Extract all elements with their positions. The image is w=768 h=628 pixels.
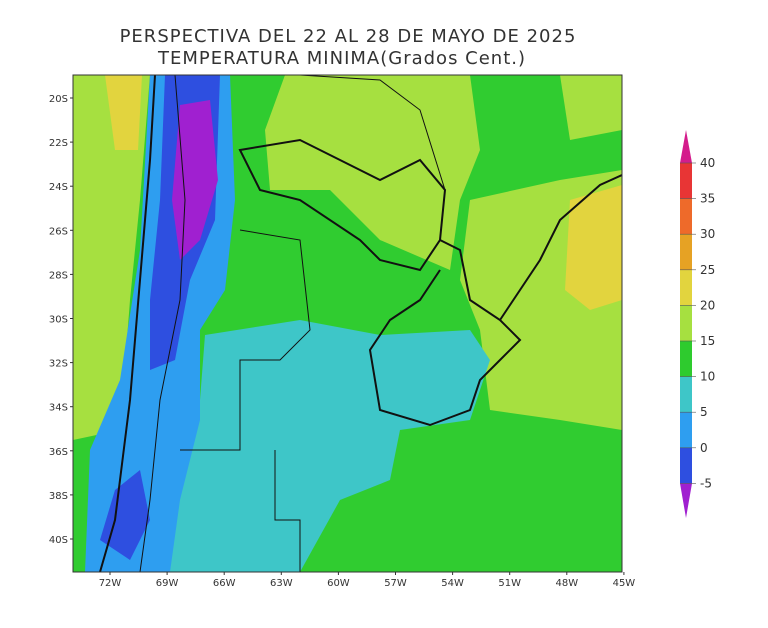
lat-label: 38S: [49, 491, 68, 502]
colorbar-segment: [680, 130, 692, 163]
colorbar-segment: [680, 269, 692, 306]
map-frame: [72, 74, 623, 573]
lat-label: 26S: [49, 226, 68, 237]
colorbar-segment: [680, 412, 692, 448]
lat-label: 36S: [49, 447, 68, 458]
colorbar-segment: [680, 305, 692, 341]
colorbar-label: 15: [700, 334, 715, 348]
lon-label: 45W: [613, 578, 636, 589]
lat-label: 40S: [49, 535, 68, 546]
lon-label: 63W: [270, 578, 293, 589]
temperature-field: [73, 75, 622, 572]
lon-label: 69W: [156, 578, 179, 589]
colorbar-label: 25: [700, 263, 715, 277]
lat-label: 34S: [49, 403, 68, 414]
lat-label: 28S: [49, 270, 68, 281]
lon-label: 57W: [384, 578, 407, 589]
colorbar-label: 20: [700, 298, 715, 312]
colorbar-segment: [680, 234, 692, 270]
colorbar-segment: [680, 483, 692, 518]
lon-label: 72W: [99, 578, 122, 589]
lat-label: 22S: [49, 138, 68, 149]
subtitle: TEMPERATURA MINIMA(Grados Cent.): [157, 48, 526, 69]
colorbar-label: 40: [700, 156, 715, 170]
lon-label: 66W: [213, 578, 236, 589]
lat-label: 32S: [49, 359, 68, 370]
colorbar-label: 10: [700, 370, 715, 384]
colorbar-segment: [680, 163, 692, 199]
lon-label: 60W: [327, 578, 350, 589]
lat-label: 24S: [49, 182, 68, 193]
lon-label: 48W: [555, 578, 578, 589]
colorbar-label: 35: [700, 192, 715, 206]
colorbar-label: 0: [700, 441, 708, 455]
colorbar-segment: [680, 341, 692, 377]
colorbar-label: 30: [700, 227, 715, 241]
colorbar-segment: [680, 376, 692, 413]
colorbar-label: 5: [700, 405, 708, 419]
lon-label: 54W: [441, 578, 464, 589]
lon-label: 51W: [498, 578, 521, 589]
title: PERSPECTIVA DEL 22 AL 28 DE MAYO DE 2025: [120, 26, 577, 47]
lat-label: 30S: [49, 315, 68, 326]
colorbar-segment: [680, 198, 692, 235]
colorbar-label: -5: [700, 476, 712, 490]
colorbar-segment: [680, 447, 692, 484]
lat-label: 20S: [49, 94, 68, 105]
